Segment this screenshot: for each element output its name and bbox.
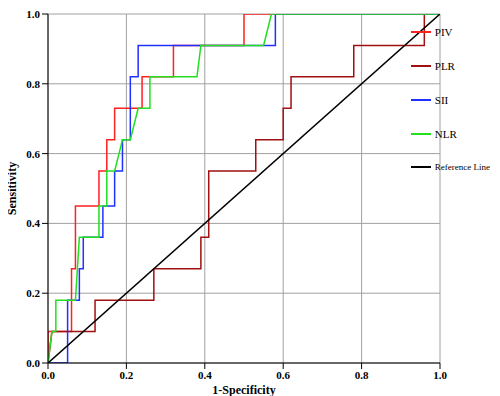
svg-text:0.0: 0.0 [41, 369, 55, 381]
svg-text:0.6: 0.6 [276, 369, 290, 381]
html-text:NLR: NLR [434, 128, 457, 140]
svg-text:Sensitivity: Sensitivity [8, 162, 19, 215]
html-text:Reference Line: Reference Line [434, 162, 490, 172]
svg-text:0.0: 0.0 [26, 357, 40, 369]
svg-text:0.6: 0.6 [26, 148, 40, 160]
svg-text:0.2: 0.2 [120, 369, 134, 381]
html-text:PLR: PLR [434, 60, 455, 72]
svg-text:0.2: 0.2 [26, 287, 40, 299]
svg-text:1-Specificity: 1-Specificity [212, 383, 275, 396]
html-text:PIV: PIV [434, 26, 453, 38]
svg-text:0.4: 0.4 [198, 369, 212, 381]
svg-text:0.8: 0.8 [355, 369, 369, 381]
svg-text:1.0: 1.0 [26, 8, 40, 20]
html-text:SII: SII [434, 94, 449, 106]
svg-text:0.8: 0.8 [26, 78, 40, 90]
svg-text:1.0: 1.0 [433, 369, 447, 381]
svg-text:0.4: 0.4 [26, 217, 40, 229]
